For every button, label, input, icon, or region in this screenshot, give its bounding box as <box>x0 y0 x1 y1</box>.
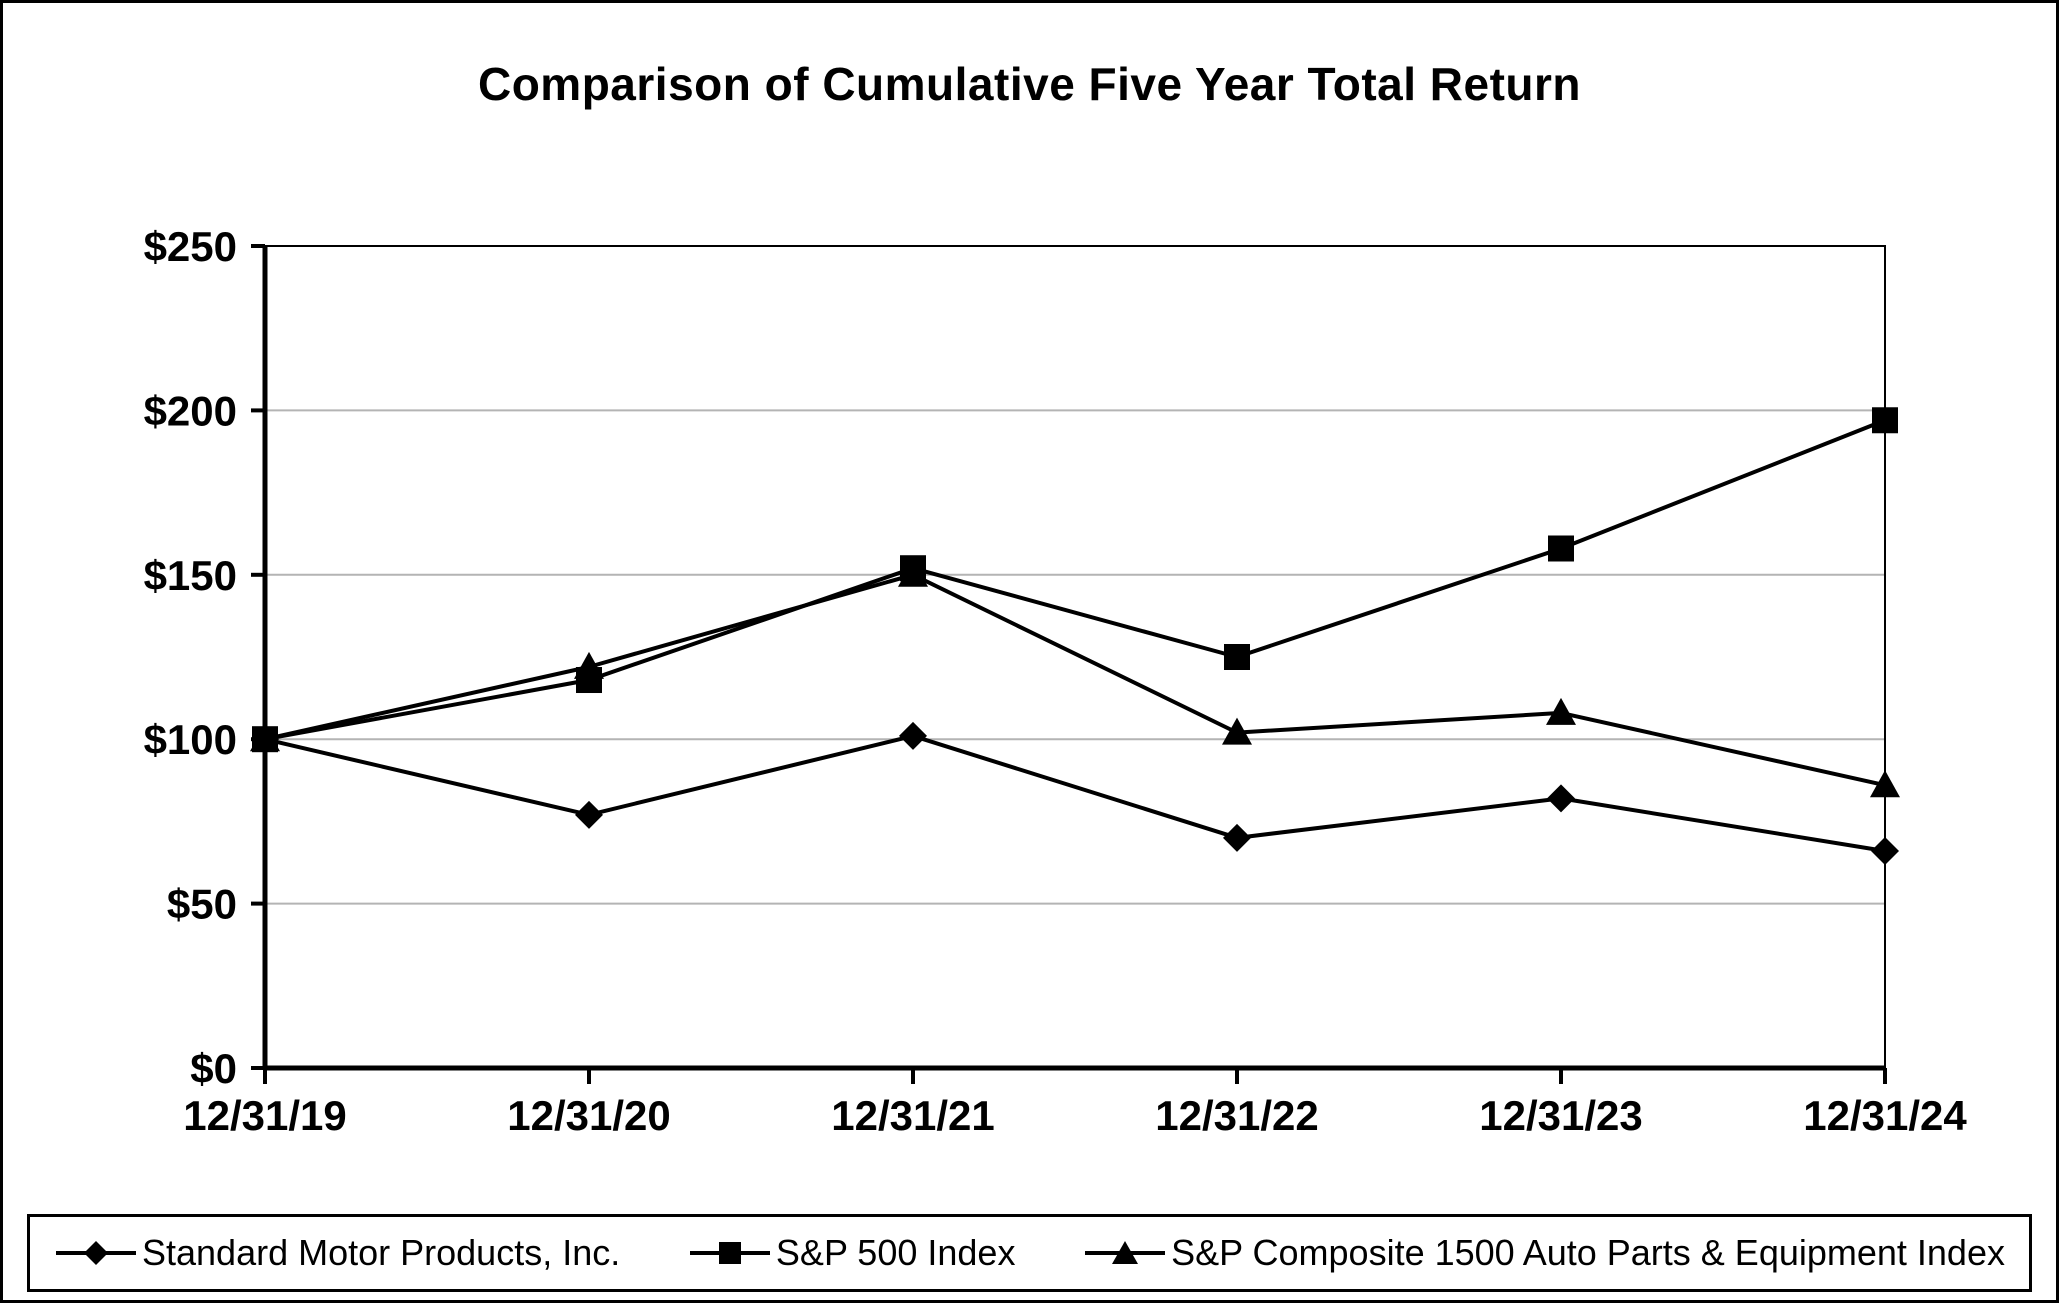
y-axis-tick-label: $150 <box>144 552 237 599</box>
square-data-marker <box>1548 535 1574 562</box>
triangle-data-marker <box>1222 717 1252 745</box>
x-axis-tick-label: 12/31/23 <box>1479 1092 1643 1139</box>
diamond-data-marker <box>899 721 927 750</box>
legend-item-sp500: S&P 500 Index <box>688 1232 1016 1274</box>
legend-label-sp1500-auto-parts: S&P Composite 1500 Auto Parts & Equipmen… <box>1171 1232 2005 1273</box>
diamond-data-marker <box>1871 836 1899 865</box>
legend-label-sp500: S&P 500 Index <box>775 1232 1016 1273</box>
y-axis-tick-label: $0 <box>190 1045 237 1092</box>
chart-title: Comparison of Cumulative Five Year Total… <box>477 58 1582 110</box>
series-line <box>264 572 1886 788</box>
triangle-marker-icon <box>1085 1241 1166 1264</box>
chart-legend: Standard Motor Products, Inc. S&P 500 In… <box>27 1214 2032 1292</box>
series-line <box>264 733 1886 853</box>
line-chart-plot: $0 $50 $100 $150 $200 $250 12/31/19 12/31/20 12/… <box>144 223 1968 1139</box>
y-axis-tick-label: $250 <box>144 223 237 270</box>
y-axis-tick-label: $50 <box>167 881 237 928</box>
x-axis-tick-label: 12/31/22 <box>1155 1092 1319 1139</box>
triangle-data-marker <box>1546 697 1576 725</box>
diamond-data-marker <box>1223 823 1251 852</box>
x-axis-tick-label: 12/31/20 <box>507 1092 671 1139</box>
legend-item-sp1500-auto-parts: S&P Composite 1500 Auto Parts & Equipmen… <box>1083 1232 2005 1274</box>
triangle-data-marker <box>1870 770 1900 798</box>
x-axis-tick-label: 12/31/21 <box>831 1092 995 1139</box>
diamond-marker-icon <box>56 1241 136 1265</box>
diamond-data-marker <box>575 800 603 829</box>
triangle-data-marker <box>574 651 604 679</box>
legend-item-standard-motor-products: Standard Motor Products, Inc. <box>54 1232 620 1274</box>
triangle-data-marker <box>898 559 928 587</box>
x-axis-tick-label: 12/31/24 <box>1803 1092 1967 1139</box>
x-axis-tick-label: 12/31/19 <box>183 1092 347 1139</box>
legend-label-standard-motor-products: Standard Motor Products, Inc. <box>142 1232 621 1273</box>
y-axis-tick-label: $200 <box>144 387 237 434</box>
diamond-data-marker <box>1547 784 1575 813</box>
square-marker-icon <box>689 1242 770 1264</box>
square-data-marker <box>1872 407 1898 434</box>
square-data-marker <box>1224 644 1250 670</box>
series-line <box>264 418 1886 742</box>
triangle-data-marker <box>250 724 280 752</box>
y-axis-tick-label: $100 <box>144 716 237 763</box>
